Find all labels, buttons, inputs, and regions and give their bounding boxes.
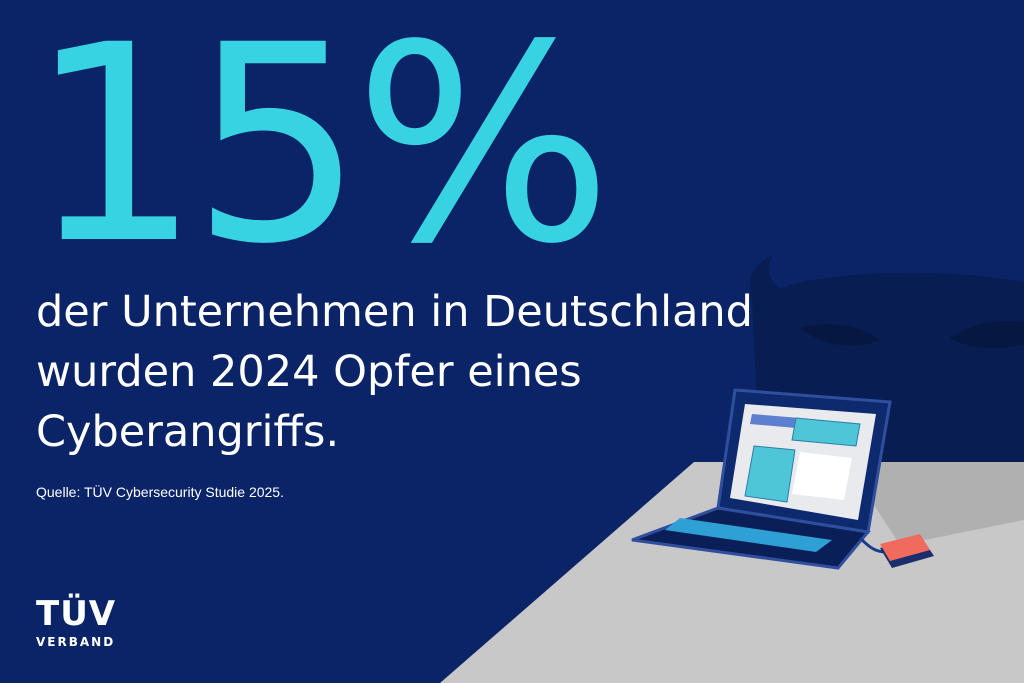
tuev-verband-logo: TÜV VERBAND	[36, 597, 136, 649]
external-drive-icon	[858, 534, 934, 568]
headline-text: der Unternehmen in Deutschland wurden 20…	[36, 282, 753, 462]
headline-line-1: der Unternehmen in Deutschland	[36, 287, 753, 337]
source-note: Quelle: TÜV Cybersecurity Studie 2025.	[36, 484, 284, 500]
logo-main-text: TÜV	[36, 594, 117, 634]
headline-line-2: wurden 2024 Opfer eines	[36, 347, 582, 397]
headline-line-3: Cyberangriffs.	[36, 407, 340, 457]
attacker-silhouette-icon	[749, 256, 1024, 470]
table-surface	[440, 462, 1024, 683]
logo-sub-text: VERBAND	[36, 635, 116, 649]
percentage-stat: 15%	[28, 0, 613, 304]
